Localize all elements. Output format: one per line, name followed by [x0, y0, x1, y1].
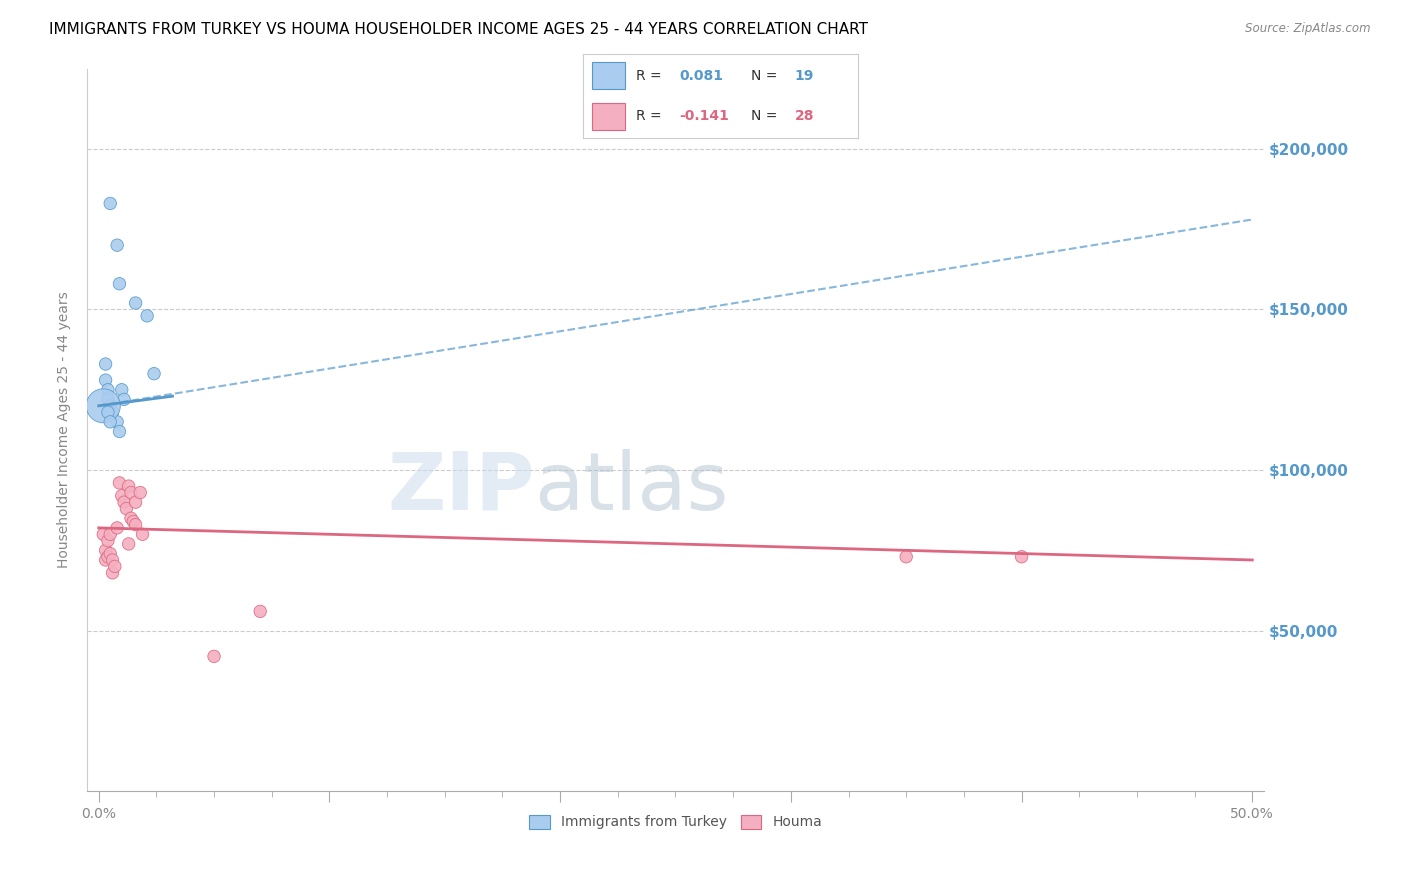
- Text: N =: N =: [751, 69, 778, 83]
- Point: [120, 511, 142, 525]
- Point: [111, 383, 134, 397]
- Text: N =: N =: [751, 109, 778, 123]
- Text: atlas: atlas: [534, 449, 728, 526]
- Y-axis label: Householder Income Ages 25 - 44 years: Householder Income Ages 25 - 44 years: [58, 292, 72, 568]
- Point: [108, 277, 131, 291]
- Point: [118, 537, 141, 551]
- Point: [896, 549, 918, 564]
- Point: [105, 521, 128, 535]
- Point: [105, 238, 128, 252]
- Point: [111, 489, 134, 503]
- Point: [112, 495, 135, 509]
- Point: [101, 566, 124, 580]
- Text: 0.081: 0.081: [679, 69, 724, 83]
- Point: [129, 485, 152, 500]
- Text: R =: R =: [636, 69, 661, 83]
- Point: [136, 309, 159, 323]
- Point: [98, 547, 121, 561]
- Point: [94, 357, 117, 371]
- Point: [91, 527, 114, 541]
- Text: IMMIGRANTS FROM TURKEY VS HOUMA HOUSEHOLDER INCOME AGES 25 - 44 YEARS CORRELATIO: IMMIGRANTS FROM TURKEY VS HOUMA HOUSEHOL…: [49, 22, 869, 37]
- Point: [97, 549, 120, 564]
- Point: [91, 399, 114, 413]
- Text: R =: R =: [636, 109, 661, 123]
- Point: [97, 533, 120, 548]
- Point: [122, 515, 145, 529]
- Point: [108, 475, 131, 490]
- Point: [143, 367, 166, 381]
- Point: [104, 559, 127, 574]
- Point: [249, 604, 271, 618]
- Point: [202, 649, 225, 664]
- Point: [118, 479, 141, 493]
- Bar: [592, 62, 624, 89]
- Bar: [592, 103, 624, 130]
- Point: [101, 553, 124, 567]
- Point: [124, 517, 146, 532]
- Point: [94, 553, 117, 567]
- Point: [94, 543, 117, 558]
- Point: [94, 373, 117, 387]
- Text: 19: 19: [794, 69, 814, 83]
- Point: [131, 527, 153, 541]
- Point: [98, 196, 121, 211]
- Point: [108, 425, 131, 439]
- Legend: Immigrants from Turkey, Houma: Immigrants from Turkey, Houma: [523, 809, 828, 835]
- Point: [124, 296, 146, 310]
- Point: [101, 405, 124, 419]
- Text: 28: 28: [794, 109, 814, 123]
- Point: [105, 415, 128, 429]
- Point: [120, 485, 142, 500]
- Text: ZIP: ZIP: [387, 449, 534, 526]
- Point: [115, 501, 138, 516]
- Point: [98, 527, 121, 541]
- Point: [97, 392, 120, 407]
- Point: [124, 495, 146, 509]
- Point: [1011, 549, 1033, 564]
- Text: Source: ZipAtlas.com: Source: ZipAtlas.com: [1246, 22, 1371, 36]
- Point: [97, 383, 120, 397]
- Point: [98, 399, 121, 413]
- Point: [97, 405, 120, 419]
- Point: [98, 415, 121, 429]
- Point: [112, 392, 135, 407]
- Text: -0.141: -0.141: [679, 109, 730, 123]
